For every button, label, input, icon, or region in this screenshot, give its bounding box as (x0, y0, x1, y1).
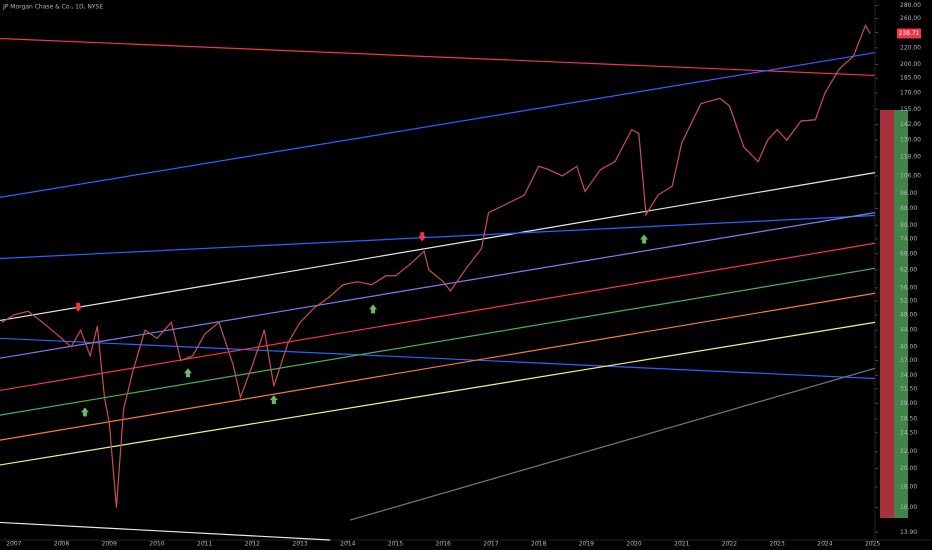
y-tick-label: 52.00 (900, 297, 917, 304)
x-tick-label: 2008 (54, 541, 69, 548)
level-band-red (880, 110, 894, 518)
y-tick-label: 200.00 (900, 61, 921, 68)
x-tick-label: 2014 (340, 541, 355, 548)
x-tick-label: 2017 (483, 541, 498, 548)
trendline (0, 337, 876, 380)
trendline (0, 321, 876, 466)
y-tick-label: 24.50 (900, 429, 917, 436)
x-tick-label: 2021 (674, 541, 689, 548)
y-tick-label: 106.00 (900, 172, 921, 179)
x-tick-label: 2023 (770, 541, 785, 548)
x-tick-label: 2022 (722, 541, 737, 548)
y-tick-label: 40.00 (900, 343, 917, 350)
y-tick-label: 155.00 (900, 106, 921, 113)
trendline (0, 267, 876, 416)
trendline (0, 172, 876, 322)
y-tick-label: 68.00 (900, 250, 917, 257)
y-tick-label: 34.00 (900, 372, 917, 379)
y-tick-label: 16.00 (900, 504, 917, 511)
x-tick-label: 2013 (292, 541, 307, 548)
y-tick-label: 56.00 (900, 284, 917, 291)
arrow-marker (80, 407, 89, 417)
x-tick-label: 2020 (626, 541, 641, 548)
y-tick-label: 13.90 (900, 529, 917, 536)
x-tick-label: 2018 (531, 541, 546, 548)
x-tick-label: 2010 (149, 541, 164, 548)
y-tick-label: 22.00 (900, 448, 917, 455)
y-tick-label: 26.50 (900, 416, 917, 423)
y-tick-label: 142.00 (900, 121, 921, 128)
x-tick-label: 2019 (579, 541, 594, 548)
arrow-marker (269, 395, 278, 405)
y-tick-label: 48.00 (900, 311, 917, 318)
y-tick-label: 170.00 (900, 90, 921, 97)
arrow-marker (74, 302, 83, 312)
x-tick-label: 2015 (388, 541, 403, 548)
last-price-label: 238.71 (899, 30, 920, 37)
x-tick-label: 2009 (102, 541, 117, 548)
chart-title: JP Morgan Chase & Co., 1D, NYSE (2, 4, 103, 11)
y-tick-label: 260.00 (900, 15, 921, 22)
y-tick-label: 37.00 (900, 357, 917, 364)
x-tick-label: 2012 (245, 541, 260, 548)
arrow-marker (640, 234, 649, 244)
y-tick-label: 88.00 (900, 205, 917, 212)
y-tick-label: 18.00 (900, 483, 917, 490)
y-tick-label: 280.00 (900, 2, 921, 9)
level-band-green (894, 110, 908, 518)
arrow-marker (418, 232, 427, 242)
y-tick-label: 80.00 (900, 222, 917, 229)
x-tick-label: 2025 (865, 541, 880, 548)
y-tick-label: 31.50 (900, 385, 917, 392)
y-tick-label: 44.00 (900, 327, 917, 334)
y-tick-label: 62.00 (900, 266, 917, 273)
y-tick-label: 74.00 (900, 235, 917, 242)
x-tick-label: 2007 (6, 541, 21, 548)
trendline (350, 367, 876, 521)
trendline (0, 292, 876, 441)
y-tick-label: 220.00 (900, 44, 921, 51)
trendline (0, 521, 331, 541)
last-price-box (897, 28, 921, 39)
y-tick-label: 29.00 (900, 400, 917, 407)
y-tick-label: 96.00 (900, 190, 917, 197)
x-tick-label: 2024 (817, 541, 832, 548)
arrow-marker (183, 368, 192, 378)
trendline (0, 212, 876, 359)
price-line (1, 24, 871, 508)
y-tick-label: 130.00 (900, 137, 921, 144)
y-tick-label: 20.00 (900, 465, 917, 472)
trendline (0, 52, 876, 198)
arrow-marker (369, 304, 378, 314)
trendline (0, 214, 876, 260)
y-tick-label: 118.00 (900, 154, 921, 161)
y-tick-label: 185.00 (900, 75, 921, 82)
x-tick-label: 2011 (197, 541, 212, 548)
trendline (0, 242, 876, 392)
trendline (0, 37, 876, 77)
x-tick-label: 2016 (436, 541, 451, 548)
